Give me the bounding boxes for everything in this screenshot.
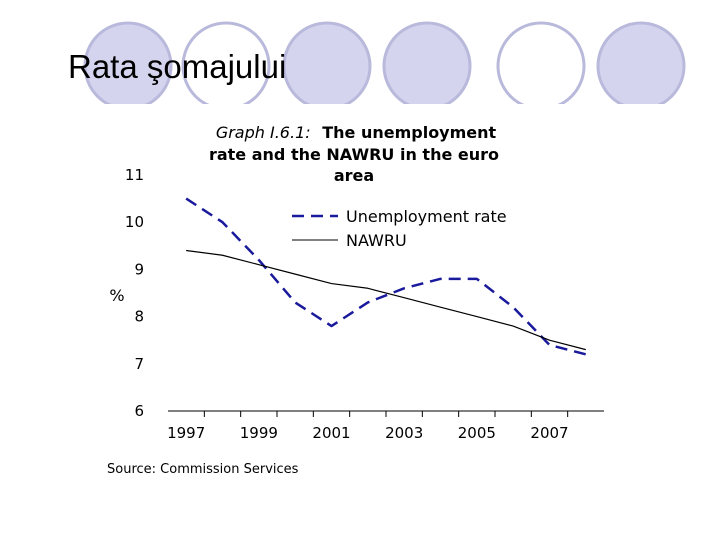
chart-title-line-1: Graph I.6.1: The unemployment [216,123,497,142]
y-tick-label: 8 [134,308,144,326]
legend-label-nawru: NAWRU [346,231,407,250]
legend: Unemployment rate NAWRU [292,207,507,250]
y-tick-label: 9 [134,260,144,278]
series-line-nawru [186,251,586,350]
x-tick-label: 2003 [385,424,423,442]
x-tick-label: 1997 [167,424,205,442]
y-tick-label: 11 [125,166,144,184]
x-tick-label: 2007 [530,424,568,442]
y-tick-label: 6 [134,402,144,420]
legend-label-unemployment: Unemployment rate [346,207,507,226]
chart-title-line-3: area [334,166,374,185]
y-tick-label: 7 [134,355,144,373]
x-tick-label: 2001 [312,424,350,442]
chart-title-prefix: Graph I.6.1: [216,123,311,142]
y-axis-label: % [109,286,124,305]
y-tick-label: 10 [125,213,144,231]
x-tick-label: 1999 [240,424,278,442]
chart-title-line-2: rate and the NAWRU in the euro [209,145,499,164]
chart-title-text-1: The unemployment [322,123,496,142]
x-tick-label: 2005 [458,424,496,442]
chart-source: Source: Commission Services [107,462,299,477]
